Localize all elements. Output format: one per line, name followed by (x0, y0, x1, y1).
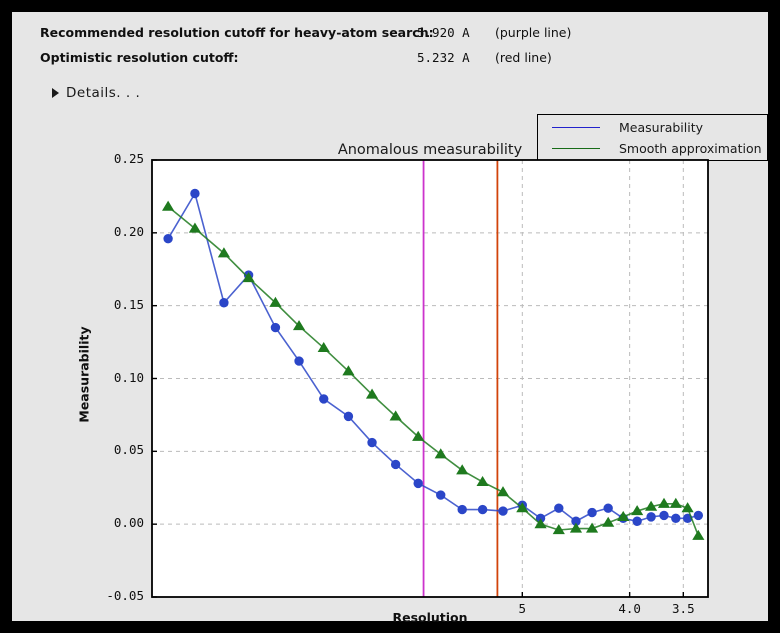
y-tick-label: 0.15 (113, 296, 144, 312)
chart-title: Anomalous measurability (337, 142, 523, 158)
y-tick-label: 0.20 (113, 223, 144, 239)
recommended-cutoff-label: Recommended resolution cutoff for heavy-… (40, 25, 434, 40)
chevron-right-icon (52, 88, 59, 98)
y-tick-label: -0.05 (106, 588, 144, 603)
chart-plot-svg (151, 159, 709, 598)
x-axis-label: Resolution (392, 610, 468, 625)
legend-item-smooth[interactable]: Smooth approximation (538, 137, 767, 159)
chart-area: Anomalous measurability Measurability Re… (12, 12, 768, 625)
legend-swatch-smooth (552, 147, 600, 149)
x-tick-label: 3.5 (672, 601, 695, 616)
recommended-cutoff-note: (purple line) (495, 25, 572, 40)
y-tick-label: 0.10 (113, 369, 144, 385)
recommended-cutoff-value: 5.920 A (417, 25, 470, 40)
y-tick-label: 0.00 (113, 515, 144, 531)
details-label: Details. . . (66, 85, 141, 101)
optimistic-cutoff-label: Optimistic resolution cutoff: (40, 50, 239, 65)
x-tick-label: 4.0 (618, 601, 641, 616)
chart-legend: Measurability Smooth approximation (537, 114, 768, 161)
optimistic-cutoff-note: (red line) (495, 50, 552, 65)
legend-swatch-measurability (552, 126, 600, 128)
x-tick-label: 5 (518, 601, 527, 616)
optimistic-cutoff-value: 5.232 A (417, 50, 470, 65)
legend-label-measurability: Measurability (619, 119, 704, 135)
dialog-panel: Recommended resolution cutoff for heavy-… (12, 12, 768, 625)
y-tick-label: 0.05 (113, 442, 144, 458)
details-disclosure-button[interactable]: Details. . . (52, 83, 140, 103)
legend-item-measurability[interactable]: Measurability (538, 116, 767, 138)
legend-label-smooth: Smooth approximation (619, 140, 762, 156)
y-tick-label: 0.25 (113, 151, 144, 166)
